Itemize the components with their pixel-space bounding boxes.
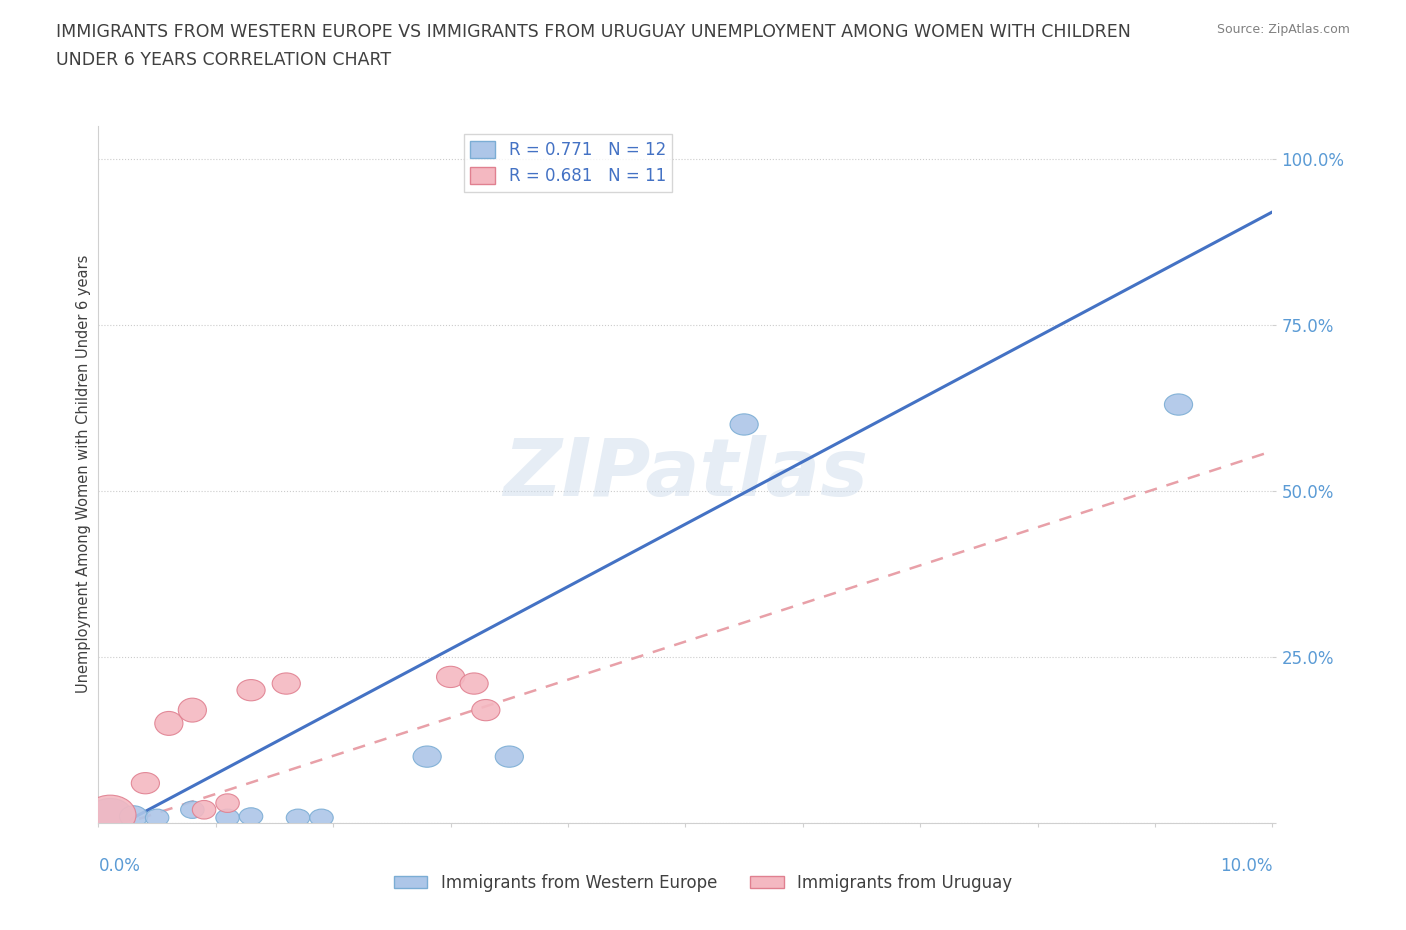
Ellipse shape bbox=[472, 699, 501, 721]
Text: IMMIGRANTS FROM WESTERN EUROPE VS IMMIGRANTS FROM URUGUAY UNEMPLOYMENT AMONG WOM: IMMIGRANTS FROM WESTERN EUROPE VS IMMIGR… bbox=[56, 23, 1130, 41]
Ellipse shape bbox=[120, 805, 148, 827]
Ellipse shape bbox=[193, 801, 217, 819]
Legend: R = 0.771   N = 12, R = 0.681   N = 11: R = 0.771 N = 12, R = 0.681 N = 11 bbox=[464, 134, 672, 192]
Text: UNDER 6 YEARS CORRELATION CHART: UNDER 6 YEARS CORRELATION CHART bbox=[56, 51, 391, 69]
Text: 10.0%: 10.0% bbox=[1220, 857, 1272, 875]
Y-axis label: Unemployment Among Women with Children Under 6 years: Unemployment Among Women with Children U… bbox=[76, 255, 91, 694]
Ellipse shape bbox=[180, 801, 204, 818]
Ellipse shape bbox=[217, 809, 239, 827]
Ellipse shape bbox=[413, 746, 441, 767]
Ellipse shape bbox=[155, 711, 183, 736]
Ellipse shape bbox=[460, 673, 488, 694]
Legend: Immigrants from Western Europe, Immigrants from Uruguay: Immigrants from Western Europe, Immigran… bbox=[387, 867, 1019, 898]
Ellipse shape bbox=[179, 698, 207, 722]
Ellipse shape bbox=[238, 680, 266, 701]
Text: ZIPatlas: ZIPatlas bbox=[503, 435, 868, 513]
Ellipse shape bbox=[730, 414, 758, 435]
Ellipse shape bbox=[273, 673, 301, 694]
Ellipse shape bbox=[495, 746, 523, 767]
Ellipse shape bbox=[84, 795, 136, 835]
Ellipse shape bbox=[309, 809, 333, 827]
Ellipse shape bbox=[145, 809, 169, 827]
Ellipse shape bbox=[436, 666, 465, 687]
Text: 0.0%: 0.0% bbox=[98, 857, 141, 875]
Ellipse shape bbox=[217, 794, 239, 813]
Ellipse shape bbox=[131, 773, 159, 794]
Ellipse shape bbox=[239, 808, 263, 825]
Ellipse shape bbox=[287, 809, 309, 827]
Ellipse shape bbox=[1164, 394, 1192, 415]
Text: Source: ZipAtlas.com: Source: ZipAtlas.com bbox=[1216, 23, 1350, 36]
Ellipse shape bbox=[89, 799, 131, 828]
